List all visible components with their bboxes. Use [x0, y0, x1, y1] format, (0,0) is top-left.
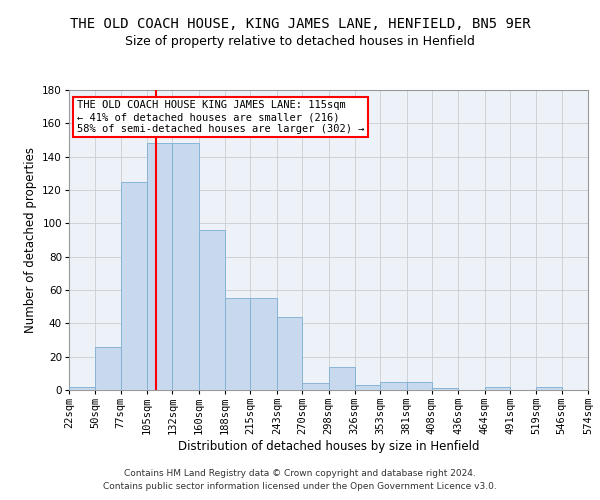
Bar	[302, 384, 329, 390]
Bar	[407, 382, 432, 390]
Bar	[380, 382, 407, 390]
Bar	[69, 386, 95, 390]
Bar	[588, 386, 600, 390]
Text: THE OLD COACH HOUSE KING JAMES LANE: 115sqm
← 41% of detached houses are smaller: THE OLD COACH HOUSE KING JAMES LANE: 115…	[77, 100, 364, 134]
Bar	[172, 144, 199, 390]
Bar	[536, 386, 562, 390]
Bar	[250, 298, 277, 390]
Bar	[277, 316, 302, 390]
Bar	[329, 366, 355, 390]
Bar	[147, 144, 172, 390]
Bar	[485, 386, 510, 390]
Text: THE OLD COACH HOUSE, KING JAMES LANE, HENFIELD, BN5 9ER: THE OLD COACH HOUSE, KING JAMES LANE, HE…	[70, 18, 530, 32]
Bar	[355, 385, 380, 390]
Text: Size of property relative to detached houses in Henfield: Size of property relative to detached ho…	[125, 35, 475, 48]
Bar	[432, 388, 458, 390]
Text: Contains public sector information licensed under the Open Government Licence v3: Contains public sector information licen…	[103, 482, 497, 491]
X-axis label: Distribution of detached houses by size in Henfield: Distribution of detached houses by size …	[178, 440, 479, 453]
Bar	[225, 298, 250, 390]
Y-axis label: Number of detached properties: Number of detached properties	[24, 147, 37, 333]
Bar	[199, 230, 225, 390]
Bar	[121, 182, 147, 390]
Text: Contains HM Land Registry data © Crown copyright and database right 2024.: Contains HM Land Registry data © Crown c…	[124, 468, 476, 477]
Bar	[95, 346, 121, 390]
